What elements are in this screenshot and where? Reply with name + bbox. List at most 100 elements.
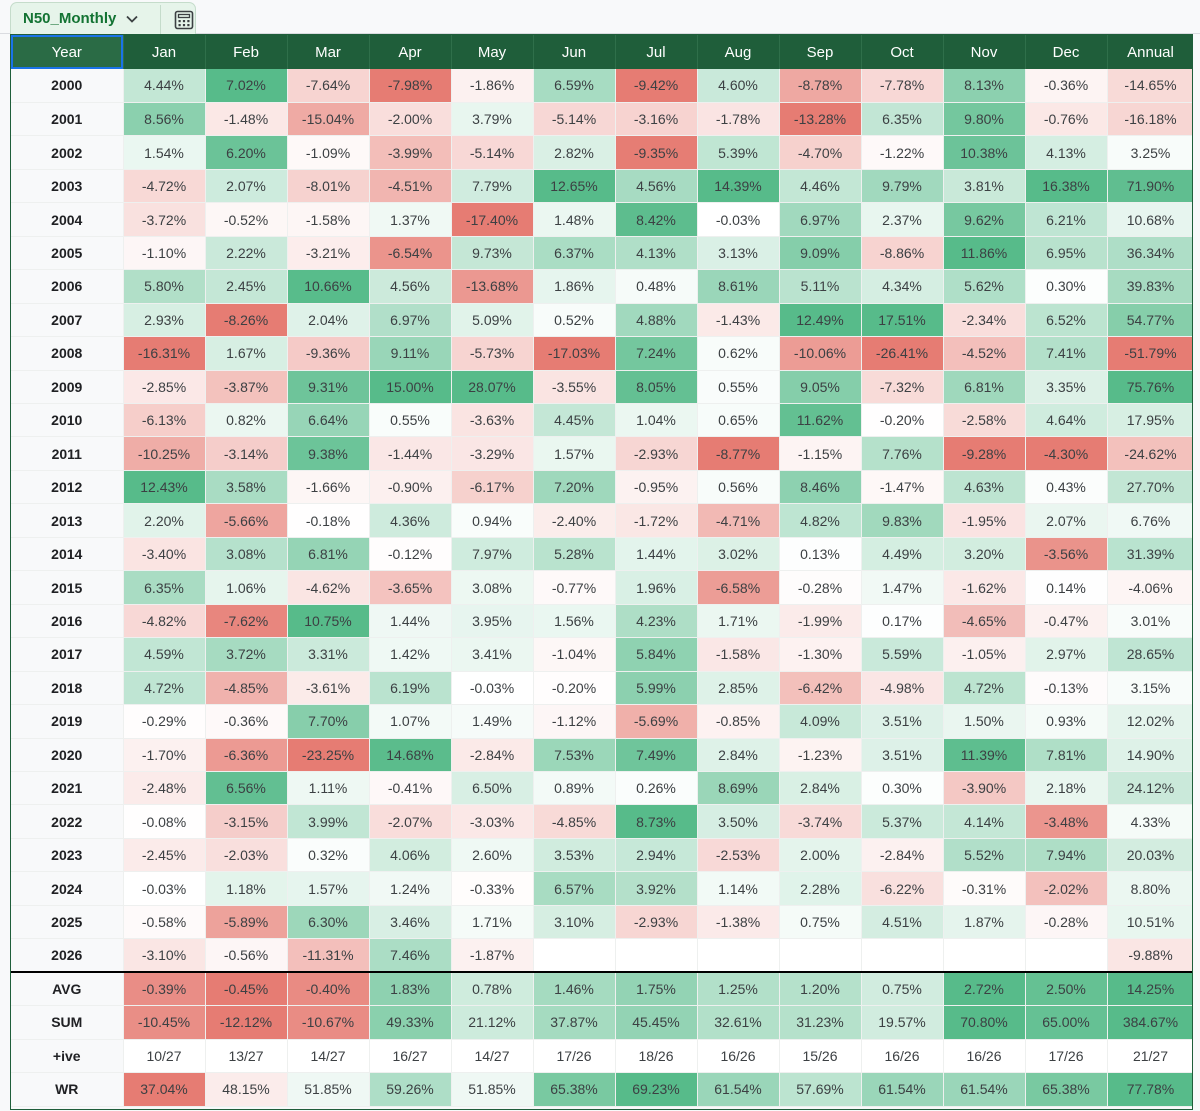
summary-cell[interactable]: -0.39%	[123, 971, 206, 1007]
return-cell[interactable]: 8.61%	[697, 269, 780, 304]
return-cell[interactable]: 3.08%	[451, 570, 534, 605]
return-cell[interactable]: -11.31%	[287, 938, 370, 973]
summary-cell[interactable]: -10.45%	[123, 1005, 206, 1040]
summary-label-cell[interactable]: +ive	[11, 1039, 124, 1074]
return-cell[interactable]: 2.07%	[1025, 503, 1108, 538]
summary-cell[interactable]: 59.26%	[369, 1072, 452, 1107]
return-cell[interactable]: -1.04%	[533, 637, 616, 672]
return-cell[interactable]: -1.43%	[697, 303, 780, 338]
return-cell[interactable]: 5.28%	[533, 537, 616, 572]
return-cell[interactable]: -1.47%	[861, 470, 944, 505]
return-cell[interactable]: -0.41%	[369, 771, 452, 806]
column-header-mar[interactable]: Mar	[287, 35, 370, 69]
return-cell[interactable]: -17.03%	[533, 336, 616, 371]
return-cell[interactable]: 1.04%	[615, 403, 698, 438]
return-cell[interactable]: 10.38%	[943, 135, 1026, 170]
return-cell[interactable]: -8.01%	[287, 169, 370, 204]
return-cell[interactable]: -2.07%	[369, 804, 452, 839]
return-cell[interactable]: 4.23%	[615, 604, 698, 639]
return-cell[interactable]: 6.50%	[451, 771, 534, 806]
return-cell[interactable]: 5.39%	[697, 135, 780, 170]
return-cell[interactable]: -3.14%	[205, 436, 288, 471]
return-cell[interactable]: 6.35%	[861, 102, 944, 137]
return-cell[interactable]: -0.85%	[697, 704, 780, 739]
return-cell[interactable]: 4.72%	[123, 671, 206, 706]
summary-cell[interactable]: 2.72%	[943, 971, 1026, 1007]
return-cell[interactable]: 12.49%	[779, 303, 862, 338]
return-cell[interactable]: 4.09%	[779, 704, 862, 739]
summary-cell[interactable]: 19.57%	[861, 1005, 944, 1040]
summary-cell[interactable]: 21.12%	[451, 1005, 534, 1040]
return-cell[interactable]: -7.32%	[861, 370, 944, 405]
return-cell[interactable]: -0.18%	[287, 503, 370, 538]
return-cell[interactable]: 12.65%	[533, 169, 616, 204]
return-cell[interactable]: -7.78%	[861, 69, 944, 103]
return-cell[interactable]: 1.96%	[615, 570, 698, 605]
return-cell[interactable]: 6.97%	[369, 303, 452, 338]
summary-cell[interactable]: 16/27	[369, 1039, 452, 1074]
return-cell[interactable]: 4.51%	[861, 905, 944, 940]
row-year-cell[interactable]: 2013	[11, 503, 124, 538]
return-cell[interactable]: -0.36%	[1025, 69, 1108, 103]
return-cell[interactable]: 2.28%	[779, 871, 862, 906]
summary-cell[interactable]: 48.15%	[205, 1072, 288, 1107]
return-cell[interactable]: -0.03%	[451, 671, 534, 706]
return-cell[interactable]: -0.08%	[123, 804, 206, 839]
column-header-feb[interactable]: Feb	[205, 35, 288, 69]
return-cell[interactable]: -2.34%	[943, 303, 1026, 338]
summary-cell[interactable]: 65.38%	[533, 1072, 616, 1107]
return-cell[interactable]: 14.68%	[369, 738, 452, 773]
return-cell[interactable]: 15.00%	[369, 370, 452, 405]
return-cell[interactable]: 1.48%	[533, 202, 616, 237]
return-cell[interactable]: 5.37%	[861, 804, 944, 839]
return-cell[interactable]: 2.84%	[779, 771, 862, 806]
return-cell[interactable]: 9.38%	[287, 436, 370, 471]
return-cell[interactable]	[533, 938, 616, 973]
return-cell[interactable]: 9.80%	[943, 102, 1026, 137]
return-cell[interactable]: -4.30%	[1025, 436, 1108, 471]
return-cell[interactable]: -3.29%	[451, 436, 534, 471]
return-cell[interactable]: -10.06%	[779, 336, 862, 371]
return-cell[interactable]: 4.06%	[369, 838, 452, 873]
return-cell[interactable]: 1.57%	[287, 871, 370, 906]
summary-cell[interactable]: 45.45%	[615, 1005, 698, 1040]
return-cell[interactable]	[779, 938, 862, 973]
return-cell[interactable]: 1.07%	[369, 704, 452, 739]
column-header-sep[interactable]: Sep	[779, 35, 862, 69]
return-cell[interactable]: -0.28%	[779, 570, 862, 605]
return-cell[interactable]: 14.90%	[1107, 738, 1192, 773]
return-cell[interactable]: 1.71%	[451, 905, 534, 940]
return-cell[interactable]: 7.79%	[451, 169, 534, 204]
return-cell[interactable]: 2.85%	[697, 671, 780, 706]
return-cell[interactable]: -2.93%	[615, 905, 698, 940]
return-cell[interactable]: -9.28%	[943, 436, 1026, 471]
return-cell[interactable]: 2.00%	[779, 838, 862, 873]
return-cell[interactable]: 11.62%	[779, 403, 862, 438]
return-cell[interactable]: 3.92%	[615, 871, 698, 906]
summary-cell[interactable]: 61.54%	[697, 1072, 780, 1107]
return-cell[interactable]: 1.37%	[369, 202, 452, 237]
return-cell[interactable]: 4.63%	[943, 470, 1026, 505]
return-cell[interactable]: -6.36%	[205, 738, 288, 773]
return-cell[interactable]: -16.18%	[1107, 102, 1192, 137]
summary-cell[interactable]: 0.78%	[451, 971, 534, 1007]
return-cell[interactable]: -14.65%	[1107, 69, 1192, 103]
return-cell[interactable]: 4.33%	[1107, 804, 1192, 839]
return-cell[interactable]: 3.81%	[943, 169, 1026, 204]
return-cell[interactable]: 3.51%	[861, 704, 944, 739]
summary-cell[interactable]: 1.75%	[615, 971, 698, 1007]
return-cell[interactable]: 3.08%	[205, 537, 288, 572]
return-cell[interactable]: 8.05%	[615, 370, 698, 405]
column-header-nov[interactable]: Nov	[943, 35, 1026, 69]
monthly-returns-grid[interactable]: Year Jan Feb Mar Apr May Jun Jul Aug Sep Oct Nov Dec…	[10, 34, 1193, 1110]
return-cell[interactable]: -1.62%	[943, 570, 1026, 605]
summary-cell[interactable]: 1.25%	[697, 971, 780, 1007]
return-cell[interactable]: -0.31%	[943, 871, 1026, 906]
row-year-cell[interactable]: 2025	[11, 905, 124, 940]
return-cell[interactable]: -0.20%	[861, 403, 944, 438]
return-cell[interactable]: -7.98%	[369, 69, 452, 103]
return-cell[interactable]: 0.26%	[615, 771, 698, 806]
return-cell[interactable]: -3.63%	[451, 403, 534, 438]
return-cell[interactable]	[1025, 938, 1108, 973]
return-cell[interactable]: -1.23%	[779, 738, 862, 773]
